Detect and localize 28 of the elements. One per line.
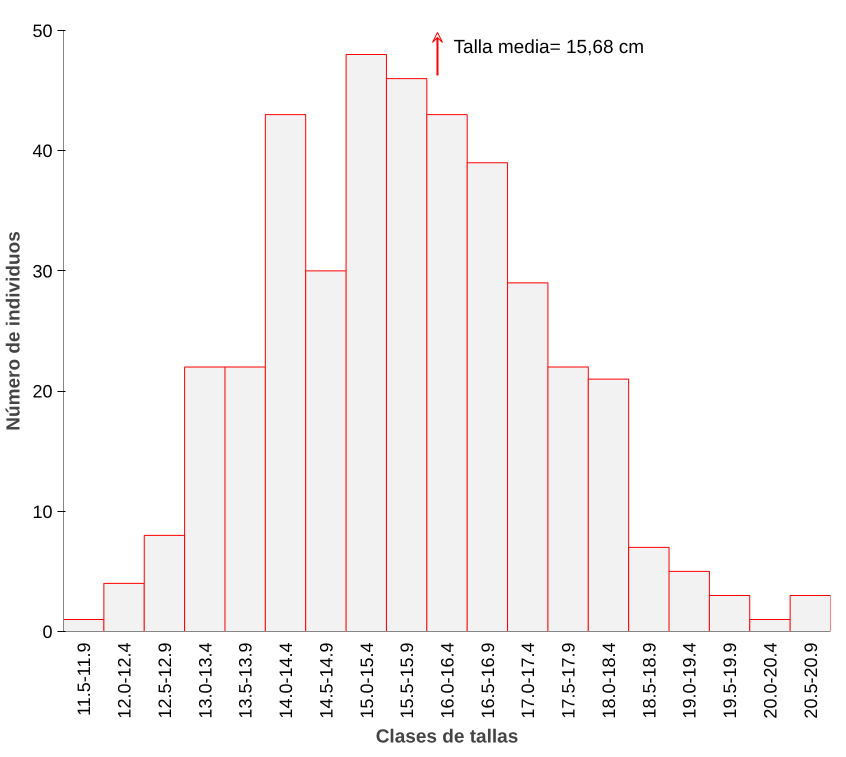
y-tick-label: 20: [32, 382, 53, 402]
x-tick-label: 12.5-12.9: [154, 642, 175, 719]
x-tick-label: 18.5-18.9: [639, 642, 660, 719]
x-tick-label: 20.0-20.4: [760, 642, 780, 719]
y-tick-label: 0: [42, 622, 53, 642]
x-tick-label: 14.5-14.9: [316, 642, 336, 719]
x-tick-label: 18.0-18.4: [598, 642, 619, 719]
x-axis-title: Clases de tallas: [376, 726, 518, 748]
x-tick-label: 16.5-16.9: [478, 642, 498, 719]
x-tick-label: 11.5-11.9: [74, 642, 94, 716]
x-tick-label: 13.5-13.9: [236, 642, 256, 719]
x-tick-label: 15.5-15.9: [397, 642, 418, 719]
y-tick-label: 40: [32, 141, 53, 162]
x-tick-label: 17.5-17.9: [558, 642, 579, 719]
x-tick-label: 19.5-19.9: [720, 642, 740, 719]
x-tick-label: 14.0-14.4: [276, 642, 296, 719]
y-tick-label: 50: [32, 21, 53, 41]
y-tick-label: 10: [32, 502, 53, 522]
x-tick-label: 16.0-16.4: [438, 642, 458, 719]
x-tick-label: 13.0-13.4: [195, 642, 216, 719]
annotation: Talla media= 15,68 cm: [454, 37, 644, 58]
x-tick-label: 12.0-12.4: [114, 642, 135, 719]
x-tick-label: 19.0-19.4: [680, 642, 700, 719]
y-tick-label: 30: [32, 261, 53, 282]
x-tick-label: 20.5-20.9: [800, 642, 821, 719]
y-axis-title: Número de individuos: [3, 231, 24, 431]
x-tick-label: 17.0-17.4: [518, 642, 538, 719]
x-tick-label: 15.0-15.4: [356, 642, 377, 719]
